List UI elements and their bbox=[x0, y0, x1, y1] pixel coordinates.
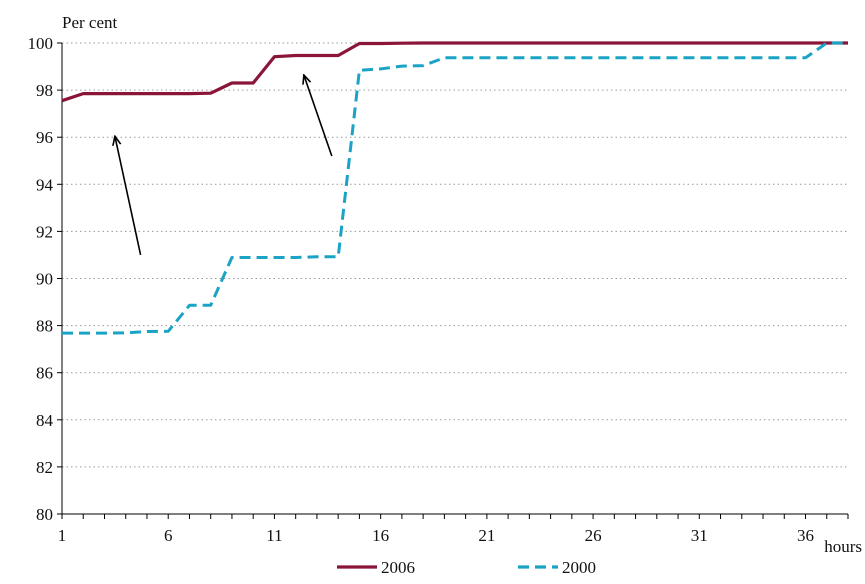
y-tick-label: 86 bbox=[36, 364, 53, 383]
x-tick-label: 11 bbox=[266, 526, 282, 545]
annotation-arrow bbox=[115, 137, 142, 256]
legend: 2006 2000 bbox=[337, 558, 596, 577]
x-tick-label: 21 bbox=[478, 526, 495, 545]
x-tick-label: 31 bbox=[691, 526, 708, 545]
x-tick-labels: 1 6 11 16 21 26 31 36 bbox=[58, 526, 814, 545]
y-tick-label: 88 bbox=[36, 317, 53, 336]
legend-label-2000: 2000 bbox=[562, 558, 596, 577]
series-lines bbox=[61, 41, 848, 335]
legend-label-2006: 2006 bbox=[381, 558, 415, 577]
series-line-2000 bbox=[62, 41, 848, 335]
x-tick-label: 1 bbox=[58, 526, 67, 545]
y-tick-labels: 80 82 84 86 88 90 92 94 96 98 100 bbox=[28, 34, 54, 524]
y-tick-label: 96 bbox=[36, 128, 53, 147]
annotation-arrow bbox=[304, 76, 333, 157]
x-tick-label: 36 bbox=[797, 526, 814, 545]
x-tick-label: 16 bbox=[372, 526, 389, 545]
y-tick-label: 100 bbox=[28, 34, 54, 53]
x-tick-label: 26 bbox=[585, 526, 602, 545]
y-tick-label: 80 bbox=[36, 505, 53, 524]
y-tick-label: 92 bbox=[36, 222, 53, 241]
series-line-2006 bbox=[61, 41, 848, 103]
y-tick-label: 98 bbox=[36, 81, 53, 100]
y-tick-label: 84 bbox=[36, 411, 54, 430]
axes bbox=[57, 42, 849, 519]
annotation-arrows bbox=[115, 76, 333, 256]
y-axis-label: Per cent bbox=[62, 13, 118, 32]
y-tick-label: 90 bbox=[36, 270, 53, 289]
y-tick-label: 94 bbox=[36, 175, 54, 194]
gridlines bbox=[62, 42, 848, 468]
x-axis-label: hours bbox=[824, 537, 862, 556]
y-tick-label: 82 bbox=[36, 458, 53, 477]
x-tick-label: 6 bbox=[164, 526, 173, 545]
